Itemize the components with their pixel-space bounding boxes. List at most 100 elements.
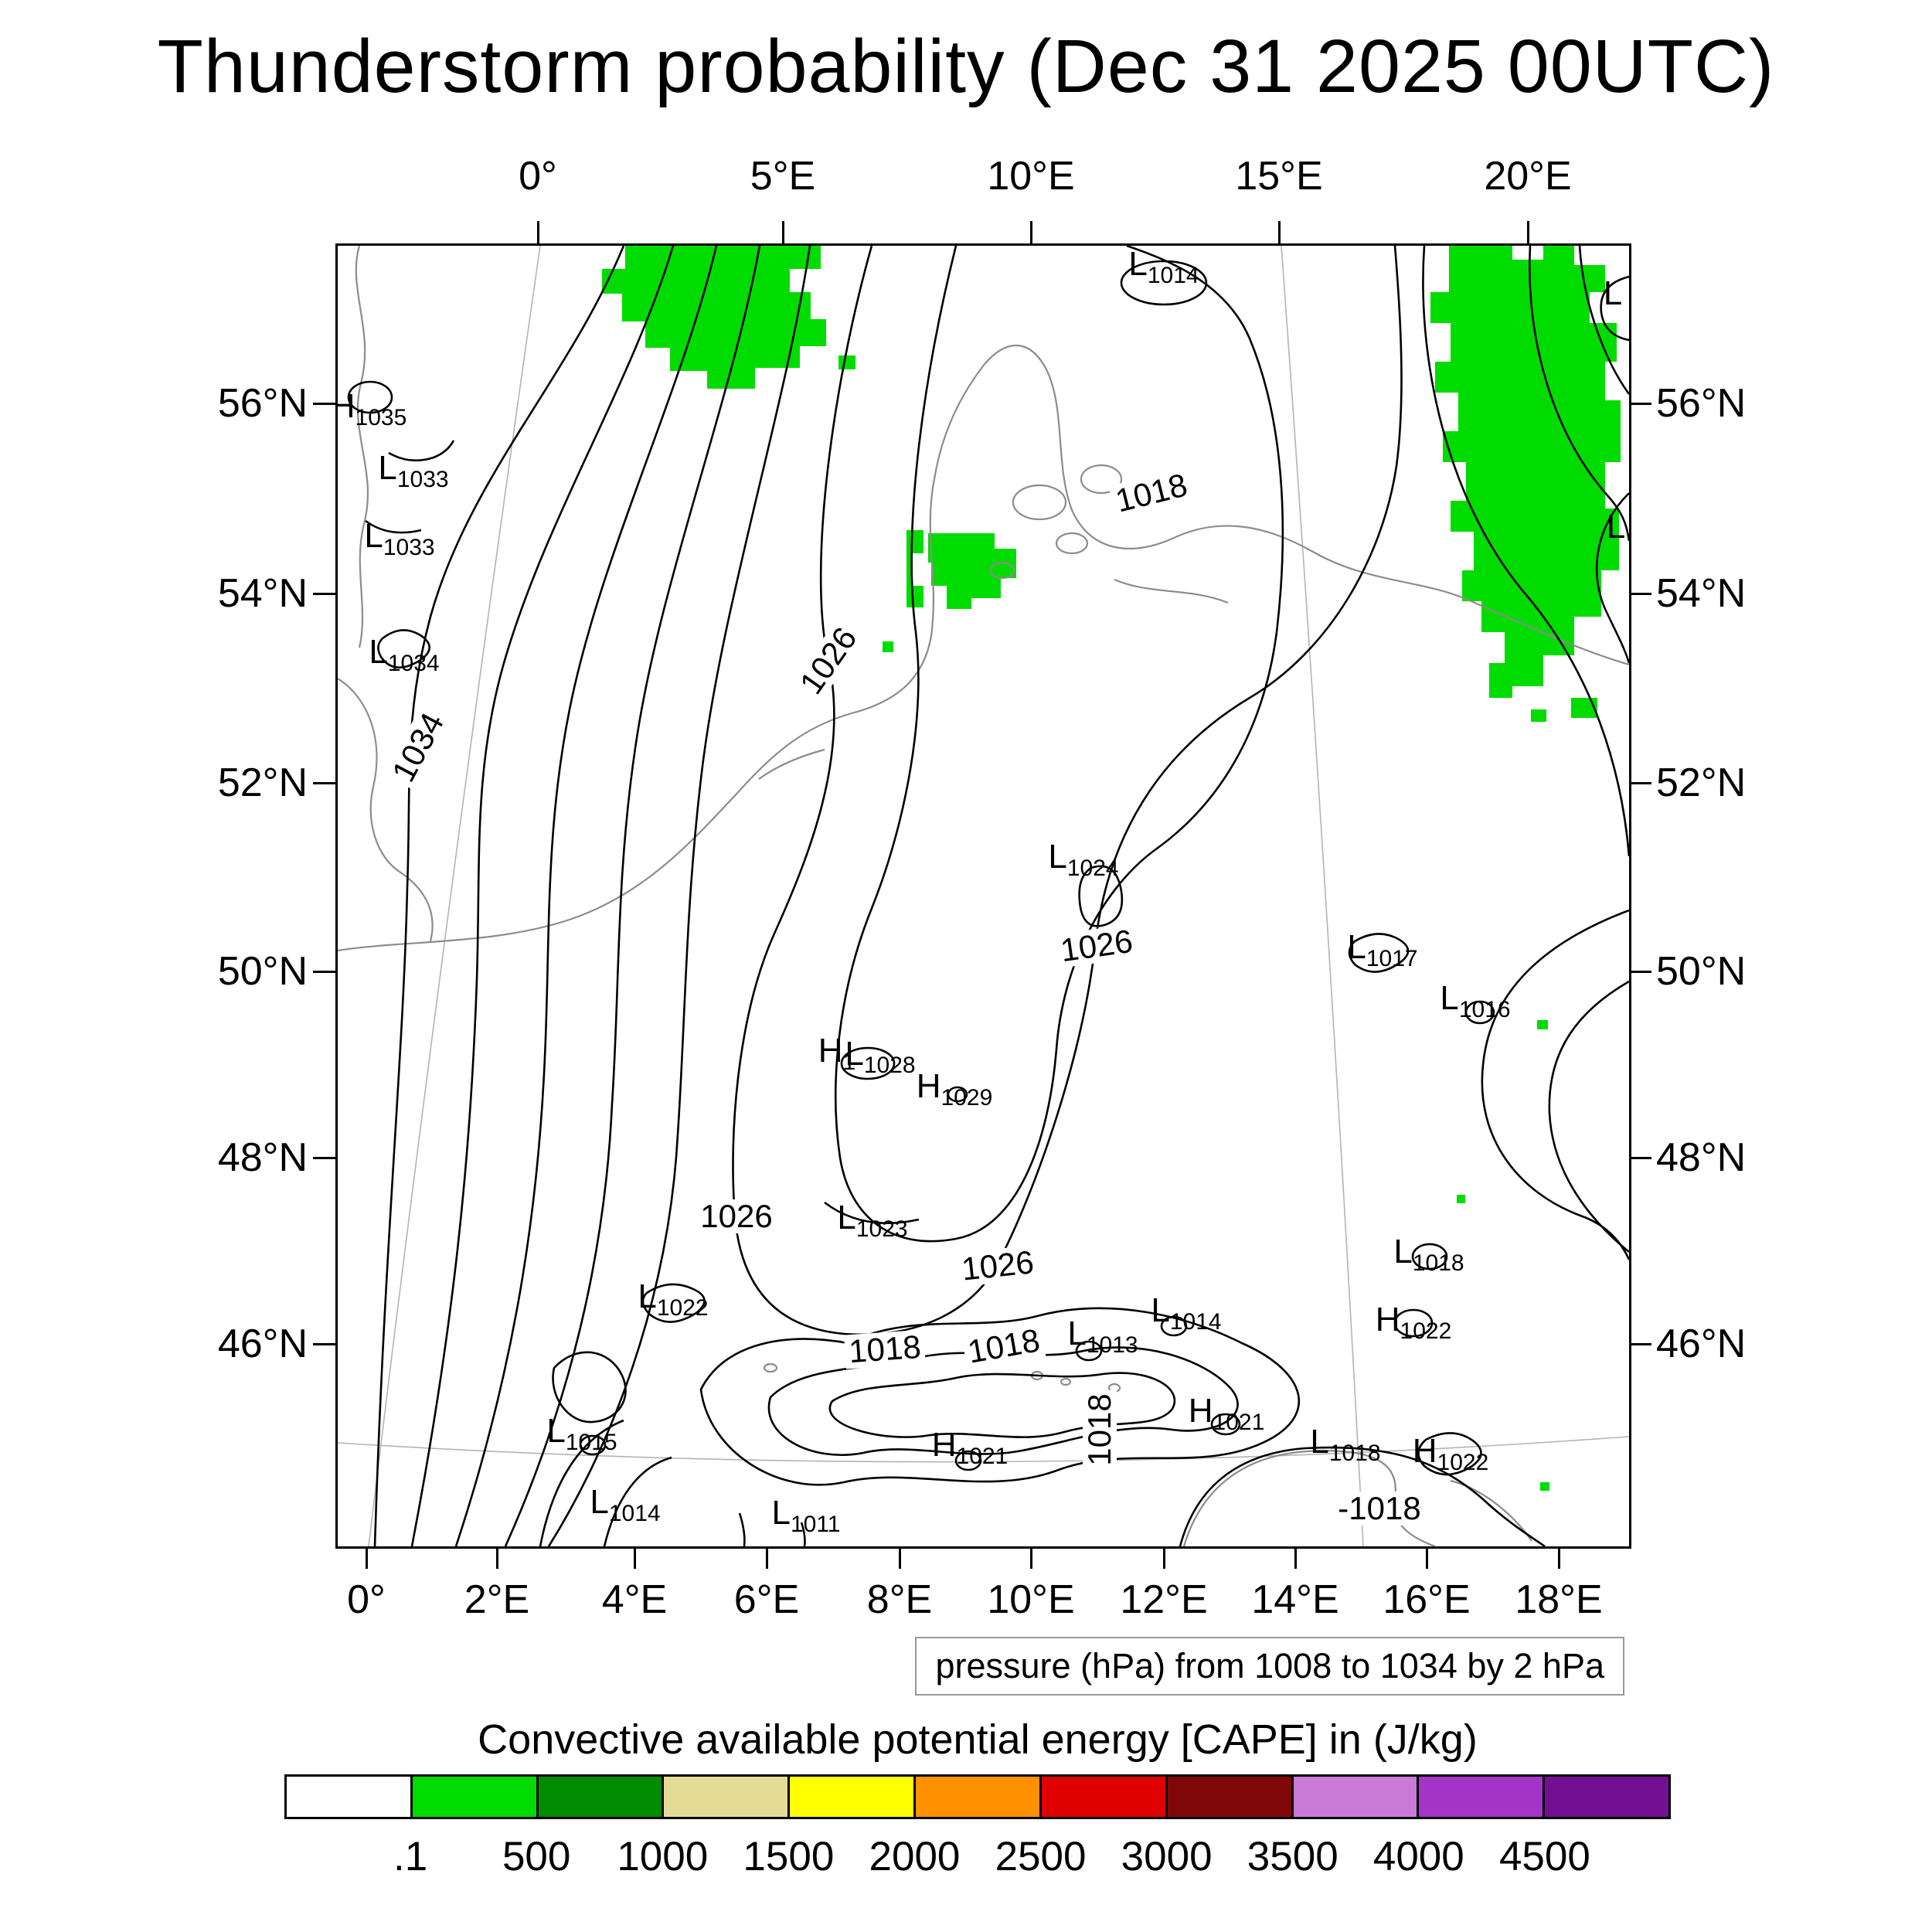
low-pressure-letter: L bbox=[1067, 1315, 1087, 1353]
high-pressure-letter: H bbox=[1375, 1301, 1400, 1339]
axis-label-right: 46°N bbox=[1656, 1321, 1747, 1366]
pressure-center-label: L1024 bbox=[1048, 840, 1118, 880]
isobar-contour bbox=[1548, 980, 1629, 1253]
cape-region bbox=[1531, 709, 1546, 722]
isobar-contour bbox=[1417, 1432, 1482, 1476]
pressure-value: 1014 bbox=[1147, 262, 1199, 288]
axis-tick-bottom bbox=[366, 1546, 368, 1569]
low-pressure-letter: L bbox=[378, 449, 397, 488]
low-pressure-letter: L bbox=[364, 517, 383, 556]
low-pressure-letter: L bbox=[771, 1494, 791, 1532]
low-pressure-letter: L bbox=[837, 1199, 856, 1237]
cape-region bbox=[1571, 698, 1597, 718]
axis-label-bottom: 16°E bbox=[1383, 1577, 1471, 1622]
low-pressure-letter: L bbox=[590, 1483, 609, 1522]
pressure-value: 1018 bbox=[1328, 1440, 1381, 1466]
cape-region bbox=[1537, 1020, 1548, 1029]
colorbar-tick-label: .1 bbox=[393, 1834, 428, 1879]
axis-label-left: 54°N bbox=[217, 571, 308, 616]
axis-label-bottom: 10°E bbox=[987, 1577, 1075, 1622]
axis-label-left: 50°N bbox=[217, 949, 308, 994]
axis-label-bottom: 8°E bbox=[866, 1577, 933, 1622]
isobar-contour bbox=[947, 1086, 968, 1103]
colorbar-cell bbox=[1417, 1774, 1546, 1819]
isobar-contour bbox=[824, 1201, 920, 1224]
colorbar-tick-label: 1500 bbox=[743, 1834, 835, 1879]
pressure-value: 1 bbox=[842, 1049, 856, 1075]
isobar-value-label: 1026 bbox=[956, 1243, 1039, 1287]
low-pressure-letter: L bbox=[1393, 1233, 1413, 1271]
axis-tick-bottom bbox=[766, 1546, 768, 1569]
high-pressure-letter: H bbox=[1188, 1392, 1213, 1430]
isobar-contour bbox=[1422, 246, 1629, 857]
pressure-center-label: L1014 bbox=[1151, 1294, 1221, 1334]
axis-label-bottom: 18°E bbox=[1515, 1577, 1603, 1622]
pressure-center-label: L1018 bbox=[1310, 1425, 1380, 1465]
isobar-contour bbox=[800, 1522, 806, 1546]
axis-tick-left bbox=[313, 971, 335, 973]
axis-tick-bottom bbox=[899, 1546, 901, 1569]
pressure-value: 1014 bbox=[1169, 1308, 1222, 1335]
pressure-center-label: H1021 bbox=[932, 1428, 1009, 1468]
pressure-value: 1021 bbox=[956, 1443, 1009, 1469]
pressure-value: 1034 bbox=[387, 650, 440, 676]
isobar-contour bbox=[840, 1046, 896, 1080]
cape-region bbox=[602, 246, 826, 389]
isobar-contour bbox=[388, 440, 455, 462]
cape-colorbar bbox=[284, 1774, 1671, 1819]
pressure-center-label: L1023 bbox=[837, 1201, 907, 1241]
axis-label-top: 20°E bbox=[1484, 154, 1572, 199]
high-pressure-letter: H bbox=[916, 1067, 941, 1106]
axis-tick-bottom bbox=[634, 1546, 636, 1569]
axis-tick-bottom bbox=[1294, 1546, 1297, 1569]
isobar-contour bbox=[365, 519, 422, 534]
pressure-center-label: H1035 bbox=[338, 389, 406, 430]
axis-tick-right bbox=[1629, 593, 1651, 595]
pressure-center-label: L1014 bbox=[1128, 247, 1199, 287]
high-pressure-letter: H bbox=[931, 1426, 957, 1464]
low-pressure-letter: L bbox=[546, 1412, 566, 1451]
pressure-value: 1033 bbox=[383, 534, 435, 560]
isobar-value-label: 1026 bbox=[791, 618, 866, 703]
axis-label-top: 0° bbox=[519, 154, 557, 199]
isobar-contour bbox=[1078, 865, 1124, 927]
axis-label-left: 52°N bbox=[217, 760, 308, 805]
pressure-value: 1028 bbox=[863, 1052, 916, 1078]
map-canvas bbox=[338, 246, 1629, 1546]
low-pressure-letter: L bbox=[1310, 1423, 1329, 1461]
axis-label-bottom: 12°E bbox=[1120, 1577, 1208, 1622]
pressure-value: 1014 bbox=[608, 1500, 661, 1526]
isobar-contour bbox=[1595, 492, 1629, 664]
colorbar-tick-label: 2000 bbox=[869, 1834, 961, 1879]
axis-tick-top bbox=[1527, 221, 1529, 243]
low-pressure-letter: L bbox=[1151, 1291, 1170, 1330]
pressure-center-label: H1021 bbox=[1189, 1394, 1265, 1434]
colorbar-cell bbox=[1291, 1774, 1420, 1819]
axis-tick-right bbox=[1629, 1343, 1651, 1345]
axis-tick-top bbox=[782, 221, 784, 243]
cape-region bbox=[1431, 246, 1621, 698]
axis-tick-right bbox=[1629, 782, 1651, 784]
isobar-contour bbox=[552, 1351, 627, 1423]
pressure-value: 1017 bbox=[1366, 945, 1418, 971]
isobar-contour bbox=[1179, 1446, 1546, 1546]
colorbar-title: Convective available potential energy [C… bbox=[478, 1716, 1478, 1763]
pressure-value: 1029 bbox=[940, 1084, 993, 1111]
axis-label-bottom: 4°E bbox=[601, 1577, 668, 1622]
pressure-value: 1022 bbox=[1437, 1449, 1489, 1475]
axis-tick-left bbox=[313, 1343, 335, 1345]
axis-tick-bottom bbox=[1426, 1546, 1428, 1569]
isobar-contour bbox=[1160, 1315, 1188, 1337]
axis-tick-left bbox=[313, 593, 335, 595]
axis-label-top: 15°E bbox=[1235, 154, 1323, 199]
low-pressure-letter: L bbox=[1128, 245, 1148, 284]
colorbar-tick-label: 1000 bbox=[617, 1834, 709, 1879]
cape-fill-layer bbox=[602, 246, 1621, 1491]
pressure-value: 1011 bbox=[790, 1511, 841, 1537]
axis-label-bottom: 2°E bbox=[464, 1577, 530, 1622]
low-pressure-letter: L bbox=[638, 1277, 657, 1316]
pressure-value: 1013 bbox=[1086, 1332, 1138, 1358]
colorbar-cell bbox=[536, 1774, 665, 1819]
pressure-value: 1023 bbox=[855, 1216, 908, 1242]
